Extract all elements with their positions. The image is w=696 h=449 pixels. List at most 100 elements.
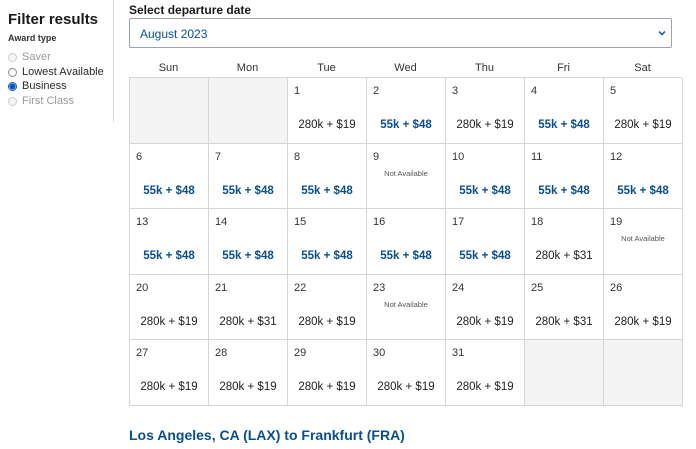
award-option-label: Lowest Available (22, 66, 104, 78)
day-number: 9 (373, 150, 380, 163)
day-number: 11 (531, 150, 543, 163)
day-number: 6 (136, 150, 143, 163)
calendar-empty-cell (525, 340, 604, 406)
route-title: Los Angeles, CA (LAX) to Frankfurt (FRA) (129, 427, 405, 443)
day-number: 7 (215, 150, 222, 163)
day-number: 15 (294, 216, 307, 229)
award-price: 55k + $48 (538, 184, 590, 197)
day-number: 10 (452, 150, 465, 163)
award-price: 280k + $19 (614, 119, 672, 131)
award-price: 55k + $48 (538, 119, 590, 131)
award-price: 280k + $19 (298, 381, 356, 394)
calendar-day-cell[interactable]: 28 280k + $19 (209, 340, 288, 406)
calendar-day-cell[interactable]: 24 280k + $19 (446, 274, 525, 341)
calendar-day-cell[interactable]: 30 280k + $19 (367, 340, 446, 406)
radio-lowest-available[interactable] (8, 67, 17, 77)
calendar-day-cell[interactable]: 5 280k + $19 (604, 78, 683, 144)
day-number: 28 (215, 347, 228, 360)
award-option-label: Business (22, 80, 67, 92)
award-option-saver: Saver (8, 51, 51, 63)
day-number: 1 (294, 85, 301, 97)
day-number: 30 (373, 347, 386, 360)
award-price: 55k + $48 (301, 250, 353, 263)
award-price: 280k + $31 (535, 250, 593, 263)
day-number: 5 (610, 85, 617, 97)
calendar-day-cell[interactable]: 8 55k + $48 (288, 143, 367, 210)
calendar-day-cell[interactable]: 14 55k + $48 (209, 209, 288, 275)
calendar-day-cell[interactable]: 25 280k + $31 (525, 274, 604, 341)
calendar-day-cell[interactable]: 16 55k + $48 (367, 209, 446, 275)
day-number: 27 (136, 347, 149, 360)
weekday-label: Fri (557, 62, 570, 74)
award-price: 280k + $19 (298, 119, 356, 131)
weekday-label: Sat (634, 62, 651, 74)
calendar-day-cell[interactable]: 31 280k + $19 (446, 340, 525, 406)
award-type-label: Award type (8, 33, 57, 43)
radio-business[interactable] (8, 81, 17, 91)
day-number: 26 (610, 281, 623, 294)
day-number: 8 (294, 150, 301, 163)
calendar-day-cell[interactable]: 22 280k + $19 (288, 274, 367, 341)
filter-title: Filter results (8, 11, 99, 28)
day-number: 21 (215, 281, 228, 294)
calendar-day-cell[interactable]: 12 55k + $48 (604, 143, 683, 210)
calendar-day-cell[interactable]: 17 55k + $48 (446, 209, 525, 275)
calendar-day-cell: 19 Not Available (604, 209, 683, 275)
not-available-label: Not Available (384, 299, 428, 309)
calendar-day-cell[interactable]: 20 280k + $19 (130, 274, 209, 341)
day-number: 16 (373, 216, 386, 229)
day-number: 12 (610, 150, 623, 163)
award-price: 55k + $48 (459, 250, 511, 263)
calendar-day-cell[interactable]: 3 280k + $19 (446, 78, 525, 144)
weekday-label: Tue (317, 62, 336, 74)
calendar-day-cell[interactable]: 21 280k + $31 (209, 274, 288, 341)
calendar-day-cell: 23 Not Available (367, 274, 446, 341)
calendar-day-cell[interactable]: 13 55k + $48 (130, 209, 209, 275)
chevron-down-icon (658, 31, 666, 36)
calendar-empty-cell (604, 340, 683, 406)
award-price: 55k + $48 (459, 184, 511, 197)
departure-calendar: Sun Mon Tue Wed Thu Fri Sat 1 280k + $19 2 55k + … (129, 59, 683, 406)
calendar-day-cell[interactable]: 11 55k + $48 (525, 143, 604, 210)
award-price: 280k + $19 (456, 315, 514, 328)
day-number: 3 (452, 85, 459, 97)
calendar-day-cell[interactable]: 26 280k + $19 (604, 274, 683, 341)
radio-first-class (8, 96, 17, 106)
calendar-day-cell[interactable]: 1 280k + $19 (288, 78, 367, 144)
calendar-day-cell[interactable]: 10 55k + $48 (446, 143, 525, 210)
filter-sidebar: Filter results Award type Saver Lowest A… (0, 0, 114, 122)
award-price: 280k + $19 (140, 315, 198, 328)
weekday-label: Mon (236, 62, 259, 74)
weekday-header-row: Sun Mon Tue Wed Thu Fri Sat (129, 59, 682, 77)
award-option-business[interactable]: Business (8, 80, 67, 92)
calendar-day-cell[interactable]: 15 55k + $48 (288, 209, 367, 275)
day-number: 22 (294, 281, 307, 294)
calendar-empty-cell (130, 78, 209, 144)
calendar-day-cell[interactable]: 27 280k + $19 (130, 340, 209, 406)
calendar-day-cell[interactable]: 6 55k + $48 (130, 143, 209, 210)
not-available-label: Not Available (384, 168, 428, 178)
departure-date-heading: Select departure date (129, 3, 252, 17)
award-option-lowest-available[interactable]: Lowest Available (8, 66, 104, 78)
award-price: 55k + $48 (222, 184, 274, 197)
award-price: 280k + $19 (456, 119, 514, 131)
day-number: 31 (452, 347, 465, 360)
calendar-day-cell[interactable]: 18 280k + $31 (525, 209, 604, 275)
calendar-grid: 1 280k + $19 2 55k + $48 3 280k + $19 4 55k + $… (129, 77, 683, 406)
award-price: 55k + $48 (143, 184, 195, 197)
day-number: 19 (610, 216, 623, 229)
calendar-day-cell[interactable]: 4 55k + $48 (525, 78, 604, 144)
award-price: 55k + $48 (301, 184, 353, 197)
day-number: 17 (452, 216, 465, 229)
day-number: 25 (531, 281, 544, 294)
not-available-label: Not Available (621, 234, 665, 244)
award-price: 55k + $48 (617, 184, 669, 197)
award-price: 280k + $19 (456, 381, 514, 394)
calendar-day-cell[interactable]: 2 55k + $48 (367, 78, 446, 144)
day-number: 24 (452, 281, 465, 294)
month-select[interactable]: August 2023 (129, 18, 672, 48)
day-number: 18 (531, 216, 544, 229)
day-number: 23 (373, 281, 386, 294)
calendar-day-cell[interactable]: 7 55k + $48 (209, 143, 288, 210)
calendar-day-cell[interactable]: 29 280k + $19 (288, 340, 367, 406)
